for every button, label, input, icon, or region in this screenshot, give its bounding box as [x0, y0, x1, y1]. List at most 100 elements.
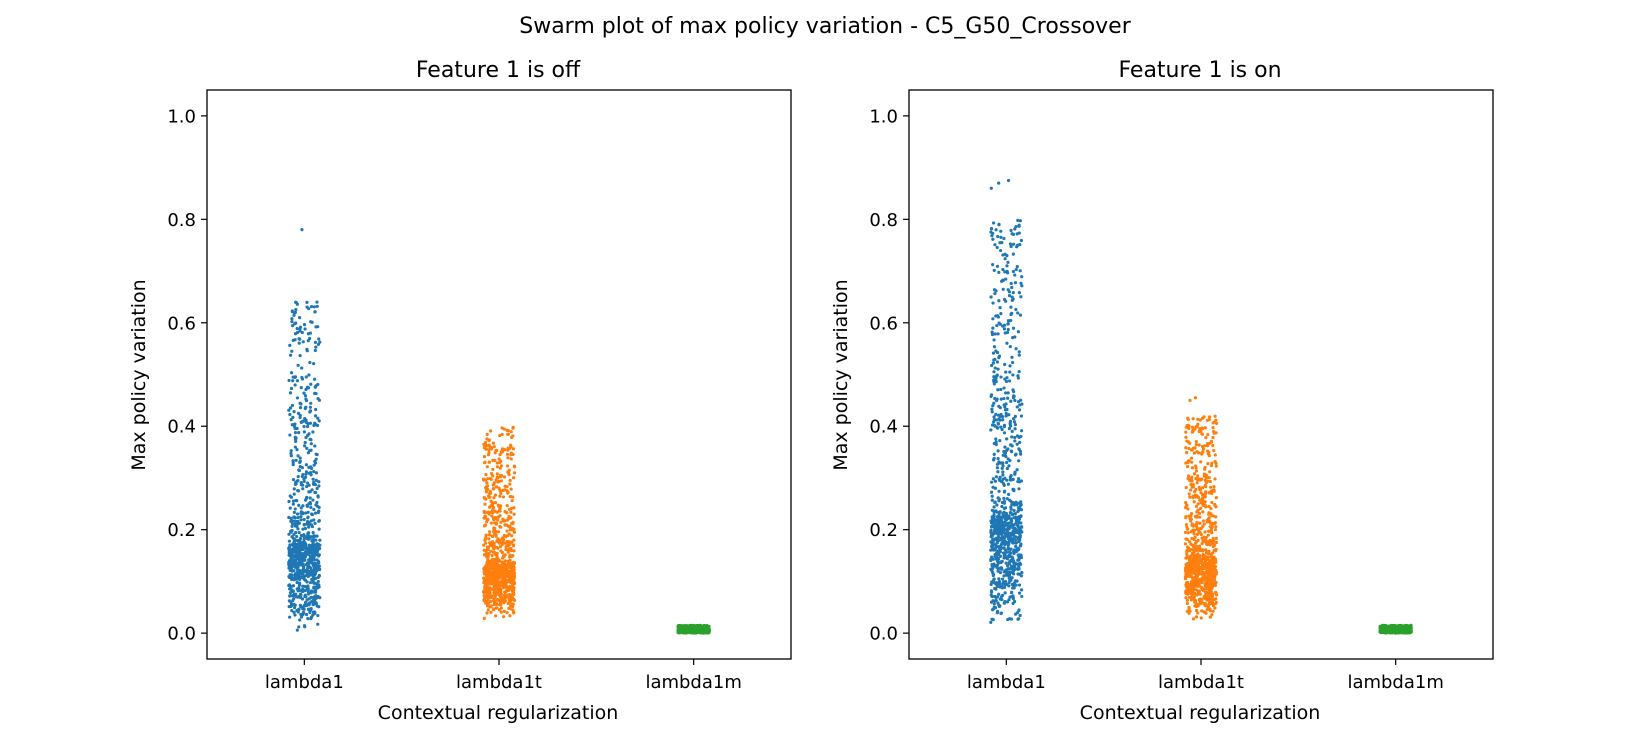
strip-point: [1191, 545, 1196, 549]
strip-point: [1005, 264, 1009, 268]
strip-point: [1007, 567, 1011, 571]
strip-point: [495, 575, 500, 579]
strip-point: [288, 391, 293, 395]
strip-point: [1016, 563, 1021, 567]
strip-point: [298, 460, 302, 465]
strip-point: [316, 494, 320, 498]
strip-point: [505, 511, 509, 515]
strip-point: [1011, 252, 1015, 256]
strip-point: [1196, 590, 1201, 595]
strip-point: [485, 465, 489, 469]
strip-point: [295, 396, 300, 400]
strip-point: [1010, 435, 1014, 439]
strip-point: [314, 601, 318, 606]
strip-point: [506, 570, 511, 574]
strip-point: [999, 536, 1004, 540]
strip-point: [1183, 530, 1188, 535]
strip-point: [310, 320, 314, 324]
y-axis: 0.00.20.40.60.81.0: [167, 106, 207, 645]
strip-point: [308, 409, 313, 413]
strip-point: [1007, 516, 1011, 520]
strip-point: [1007, 492, 1011, 496]
strip-point: [317, 480, 321, 484]
strip-point: [997, 477, 1001, 481]
strip-point: [289, 495, 294, 499]
strip-point: [313, 377, 317, 381]
strip-point: [992, 375, 996, 379]
strip-point: [1212, 563, 1216, 567]
strip-point: [313, 310, 317, 314]
strip-point: [294, 436, 298, 440]
strip-point: [316, 613, 320, 618]
strip-point: [488, 530, 492, 534]
strip-point: [1212, 522, 1217, 526]
strip-point: [991, 524, 996, 528]
strip-point: [302, 537, 306, 541]
strip-point: [302, 479, 306, 483]
strip-point: [486, 477, 490, 481]
strip-point: [288, 545, 292, 549]
strip-point: [295, 535, 299, 539]
strip-point: [294, 308, 298, 312]
strip-point: [999, 518, 1003, 522]
strip-point: [302, 323, 307, 327]
strip-point: [299, 615, 304, 619]
strip-point: [992, 606, 996, 611]
strip-point: [999, 560, 1003, 564]
strip-point: [311, 538, 316, 543]
strip-point: [289, 559, 293, 563]
strip-point: [289, 418, 293, 422]
strip-point: [1200, 477, 1204, 481]
strip-point: [308, 581, 313, 585]
strip-point: [1204, 490, 1208, 494]
strip-point: [992, 338, 996, 342]
strip-point: [1011, 601, 1015, 605]
strip-point: [1006, 391, 1010, 395]
strip-point: [481, 477, 486, 481]
strip-point: [996, 557, 1001, 561]
strip-point: [306, 531, 311, 535]
strip-point: [1004, 568, 1008, 572]
strip-point: [1004, 548, 1008, 552]
strip-point: [291, 594, 295, 598]
strip-point: [316, 382, 320, 387]
strip-point: [1010, 311, 1014, 315]
strip-point: [1187, 566, 1191, 570]
strip-point: [1200, 586, 1204, 590]
strip-point: [993, 424, 997, 428]
strip-point: [313, 444, 317, 448]
strip-point: [510, 566, 514, 570]
strip-point: [310, 543, 314, 548]
strip-point: [291, 477, 296, 482]
strip-point: [1018, 449, 1023, 454]
strip-point: [1002, 496, 1006, 500]
strip-point: [995, 462, 1000, 466]
strip-point: [999, 397, 1003, 401]
x-tick-label: lambda1t: [456, 672, 542, 693]
strip-point: [1006, 564, 1010, 568]
strip-point: [1014, 541, 1018, 545]
strip-point: [1190, 523, 1194, 527]
strip-point: [1184, 451, 1189, 455]
strip-point: [1196, 495, 1200, 499]
strip-point: [502, 563, 506, 567]
strip-point: [310, 551, 314, 555]
strip-point: [998, 306, 1002, 310]
strip-point: [506, 550, 510, 554]
strip-point: [1011, 566, 1015, 570]
strip-point: [291, 459, 295, 463]
strip-point: [1207, 417, 1211, 422]
strip-point: [1193, 579, 1198, 583]
y-tick-label: 0.0: [167, 624, 196, 645]
strip-point: [509, 430, 513, 434]
strip-point: [990, 546, 995, 550]
strip-point: [1000, 466, 1004, 471]
strip-point: [1206, 519, 1210, 524]
strip-point: [289, 516, 293, 520]
strip-point: [1194, 466, 1198, 470]
strip-point: [1195, 450, 1199, 454]
strip-point: [292, 602, 296, 606]
strip-point: [990, 410, 994, 414]
strip-point: [1208, 543, 1212, 547]
strip-point: [506, 574, 510, 578]
